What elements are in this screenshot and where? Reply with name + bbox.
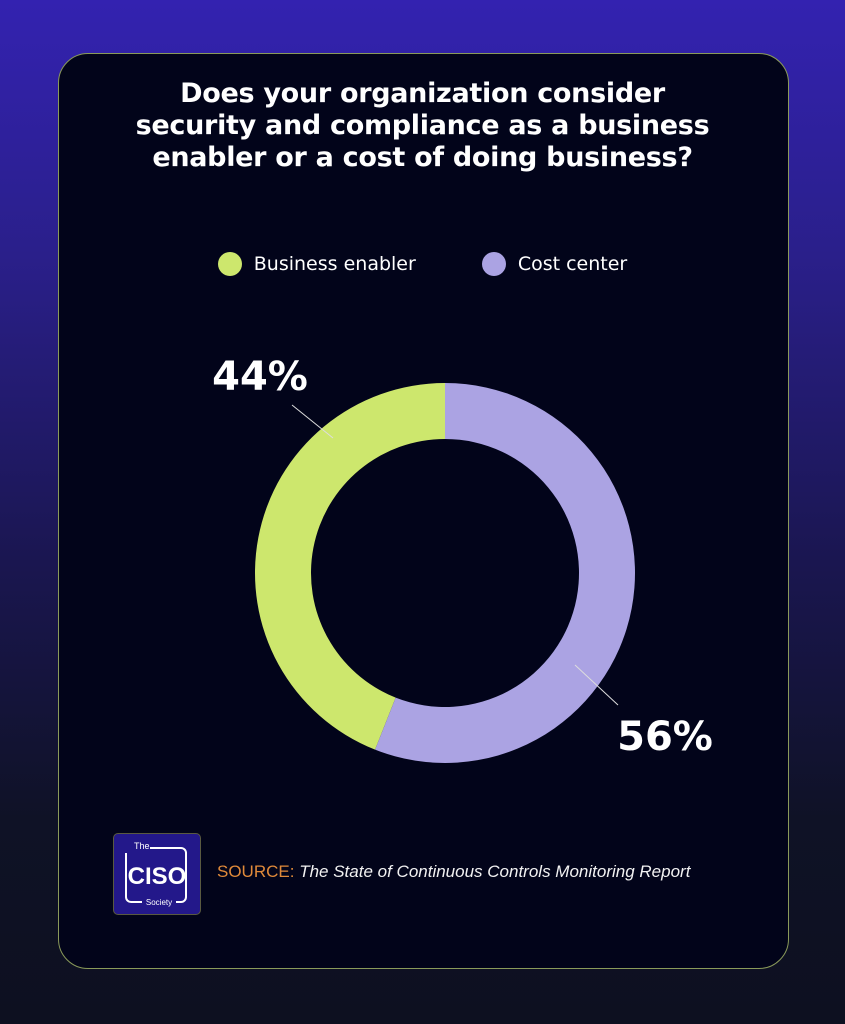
data-label: 44% bbox=[212, 354, 308, 400]
legend-label: Cost center bbox=[517, 253, 628, 275]
source-value: The State of Continuous Controls Monitor… bbox=[299, 862, 691, 881]
legend-item-cost-center: Cost center bbox=[481, 252, 628, 276]
leader-line bbox=[291, 404, 334, 439]
legend-label: Business enabler bbox=[253, 253, 416, 275]
legend-swatch bbox=[217, 252, 242, 276]
donut-slice-cost-center bbox=[375, 383, 635, 763]
legend: Business enabler Cost center bbox=[0, 252, 845, 276]
svg-text:Society: Society bbox=[146, 898, 172, 907]
chart-card bbox=[58, 53, 789, 969]
title-line: Does your organization consider bbox=[180, 78, 665, 109]
data-label: 56% bbox=[617, 714, 713, 760]
title-line: enabler or a cost of doing business? bbox=[152, 142, 693, 173]
svg-text:The: The bbox=[134, 841, 150, 851]
svg-text:CISO: CISO bbox=[128, 863, 187, 890]
source-key: SOURCE: bbox=[217, 862, 295, 881]
legend-item-business-enabler: Business enabler bbox=[217, 252, 416, 276]
chart-title: Does your organization consider security… bbox=[0, 78, 845, 174]
legend-swatch bbox=[481, 252, 506, 276]
ciso-society-logo: The CISO Society bbox=[113, 833, 201, 915]
donut-slice-business-enabler bbox=[254, 383, 445, 750]
title-line: security and compliance as a business bbox=[135, 110, 710, 141]
leader-line bbox=[574, 664, 619, 706]
source-note: SOURCE: The State of Continuous Controls… bbox=[217, 862, 690, 882]
